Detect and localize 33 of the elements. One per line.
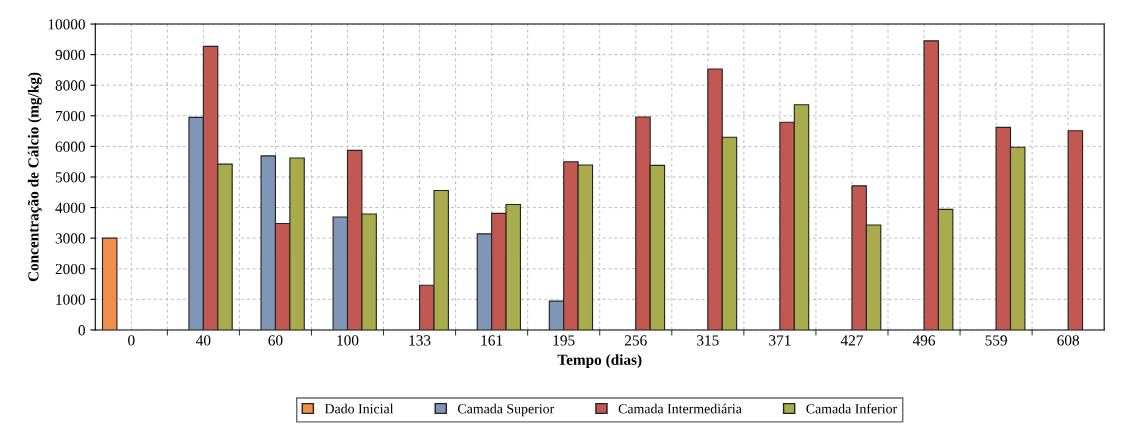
x-tick-label: 100 xyxy=(337,335,359,346)
x-tick-label: 161 xyxy=(481,335,503,346)
y-tick-label: 6000 xyxy=(55,141,85,152)
bar xyxy=(1067,130,1084,330)
y-tick-label: 9000 xyxy=(55,49,85,61)
y-tick-label: 7000 xyxy=(56,110,85,122)
legend-label: Camada Inferior xyxy=(806,403,898,414)
y-tick-label: 3000 xyxy=(55,233,85,244)
x-tick-label: 371 xyxy=(769,335,791,346)
y-tick-label: 5000 xyxy=(55,172,85,183)
y-tick-label: 2000 xyxy=(55,263,85,275)
x-tick-label: 40 xyxy=(196,335,211,346)
y-tick-label: 10000 xyxy=(48,19,85,30)
x-tick-label: 133 xyxy=(409,335,431,346)
y-tick-label: 1000 xyxy=(56,294,85,305)
x-tick-label: 256 xyxy=(624,335,647,346)
x-tick-label: 315 xyxy=(697,335,719,346)
x-tick-label: 559 xyxy=(985,335,1007,346)
legend-label: Dado Inicial xyxy=(324,403,394,414)
x-tick-label: 496 xyxy=(912,335,936,346)
x-tick-label: 0 xyxy=(128,335,135,346)
x-tick-label: 608 xyxy=(1057,335,1080,346)
legend-label: Camada Superior xyxy=(458,403,555,417)
x-tick-label: 60 xyxy=(268,335,283,346)
x-axis-title: Tempo (dias) xyxy=(557,354,642,369)
x-tick-label: 195 xyxy=(553,335,575,346)
y-tick-label: 8000 xyxy=(55,80,85,91)
x-tick-label: 427 xyxy=(840,335,863,346)
y-tick-label: 0 xyxy=(78,325,85,336)
y-tick-label: 4000 xyxy=(55,202,85,214)
bar xyxy=(101,237,118,330)
legend-label: Camada Intermediária xyxy=(618,403,742,414)
y-axis-title: Concentração de Cálcio (mg/kg) xyxy=(27,72,42,282)
